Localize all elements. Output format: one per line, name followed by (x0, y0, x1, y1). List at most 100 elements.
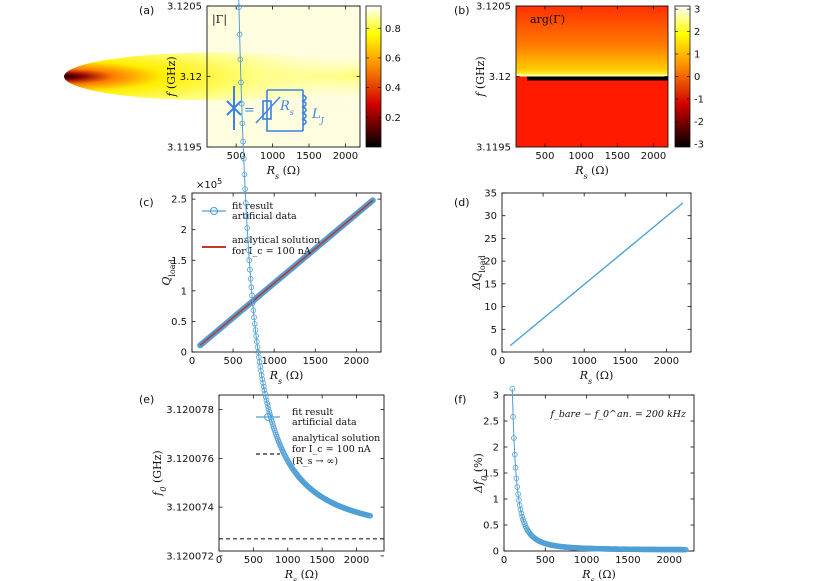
x-tick-label-b: 1000 (568, 151, 593, 162)
heatmap-b-lower (516, 76, 668, 147)
junction-cross (226, 100, 242, 116)
y-axis-label-a: f (GHz) (165, 56, 178, 97)
colorbar-tick-label-a: 0.8 (385, 24, 401, 35)
plot-frame-d (501, 192, 692, 353)
y-tick-label-f: 3 (493, 391, 499, 402)
y-tick-label-d: 35 (484, 189, 497, 200)
data-point-e (259, 376, 266, 382)
y-axis-label-e: f0 (GHz) (151, 450, 168, 496)
inset-label-rs: Rs (279, 99, 294, 117)
panel-label-a: (a) (139, 4, 154, 17)
y-tick-label-c: 1 (181, 286, 187, 297)
x-tick-label-d: 500 (534, 356, 553, 367)
y-tick-label-b: 3.1205 (476, 2, 511, 13)
colorbar-tick-label-b: -1 (694, 94, 704, 105)
y-tick-label-f: 2.5 (483, 417, 499, 428)
data-point-e (238, 100, 245, 107)
data-point-f (519, 513, 525, 520)
x-tick-label-e: 500 (244, 555, 263, 566)
data-point-e (249, 300, 256, 306)
x-axis-label-f: Rs (Ω) (581, 568, 616, 581)
x-tick-label-b: 1500 (605, 151, 630, 162)
y-tick-label-e: 3.120072 (166, 551, 214, 562)
data-point-f (517, 506, 524, 513)
resistor-symbol (262, 100, 272, 120)
heatmap-b-phase-jump (527, 76, 668, 81)
y-tick-label-a: 3.1195 (167, 143, 202, 154)
data-point-e (237, 56, 244, 63)
data-point-e (238, 79, 244, 86)
panel-label-b: (b) (454, 4, 470, 17)
legend-label-e: analytical solution (292, 433, 380, 444)
data-point-f (516, 497, 522, 504)
legend-label-c: for I_c = 100 nA (232, 246, 311, 257)
x-axis-label-c: Rs (Ω) (269, 369, 304, 386)
legend-label-c: fit result (232, 201, 273, 212)
x-tick-label-c: 500 (224, 356, 243, 367)
y-tick-label-d: 20 (484, 257, 497, 268)
colorbar-tick-label-b: 3 (694, 5, 700, 16)
data-point-e (261, 387, 268, 394)
colorbar-tick-label-b: 0 (694, 72, 700, 83)
legend-label-e: (R_s → ∞) (292, 456, 338, 467)
inset-equals: = (244, 103, 255, 118)
data-point-f (518, 510, 525, 517)
y-tick-label-c: 2.5 (171, 195, 187, 206)
panel-label-e: (e) (139, 393, 154, 406)
y-axis-label-f: Δf0 (%) (472, 453, 489, 494)
x-tick-label-d: 1500 (613, 356, 638, 367)
panel-label-d: (d) (454, 196, 470, 209)
x-tick-label-c: 0 (189, 356, 195, 367)
y-tick-label-d: 25 (484, 234, 497, 245)
y-tick-label-b: 3.12 (489, 72, 511, 83)
x-tick-label-c: 1000 (261, 356, 286, 367)
colorbar-tick-label-a: 0.6 (385, 53, 401, 64)
x-tick-label-d: 2000 (654, 356, 679, 367)
circuit-inset: = (226, 86, 307, 132)
y-tick-label-b: 3.1195 (476, 143, 511, 154)
x-tick-label-a: 1500 (296, 151, 321, 162)
x-tick-label-c: 1500 (303, 356, 328, 367)
colorbar-tick-label-b: -2 (694, 117, 704, 128)
data-point-e (246, 257, 253, 264)
data-point-e (236, 4, 242, 11)
x-tick-label-d: 0 (499, 356, 505, 367)
y-tick-label-f: 2 (493, 443, 499, 454)
plot-frame-e (218, 394, 385, 552)
data-point-e (244, 225, 250, 231)
data-point-e (265, 403, 271, 409)
data-point-e (243, 213, 250, 219)
data-point-f (511, 451, 518, 458)
inductor-symbol (301, 94, 307, 126)
x-tick-label-e: 2000 (344, 555, 369, 566)
x-axis-label-d: Rs (Ω) (579, 369, 614, 386)
x-tick-label-e: 1000 (275, 555, 300, 566)
legend-label-e: artificial data (292, 417, 357, 428)
data-point-e (260, 383, 267, 390)
legend-label-e: for I_c = 100 nA (292, 444, 371, 455)
x-tick-label-e: 0 (216, 555, 222, 566)
x-tick-label-b: 500 (535, 151, 554, 162)
series-line-analytical-c (199, 199, 374, 346)
y-tick-label-f: 0 (493, 547, 499, 558)
y-tick-label-d: 0 (491, 348, 497, 359)
x-tick-label-a: 2000 (333, 151, 358, 162)
variable-arrow (255, 96, 281, 124)
y-tick-label-e: 3.120076 (166, 454, 214, 465)
data-point-f (510, 413, 516, 420)
y-tick-label-f: 1 (493, 495, 499, 506)
heatmap-b-edge (516, 74, 668, 77)
x-axis-label-a: Rs (Ω) (266, 164, 301, 181)
inset-label-lj: LJ (311, 107, 325, 125)
legend-label-c: artificial data (232, 211, 297, 222)
data-point-e (248, 284, 255, 291)
y-axis-label-b: f (GHz) (474, 56, 487, 97)
data-point-e (252, 327, 259, 333)
data-point-e (264, 400, 270, 406)
plot-frame-c (191, 192, 382, 353)
x-tick-label-c: 2000 (344, 356, 369, 367)
y-tick-label-e: 3.120078 (166, 405, 214, 416)
data-point-e (239, 120, 246, 127)
data-point-e (367, 513, 374, 519)
colorbar-tick-label-b: 2 (694, 27, 700, 38)
